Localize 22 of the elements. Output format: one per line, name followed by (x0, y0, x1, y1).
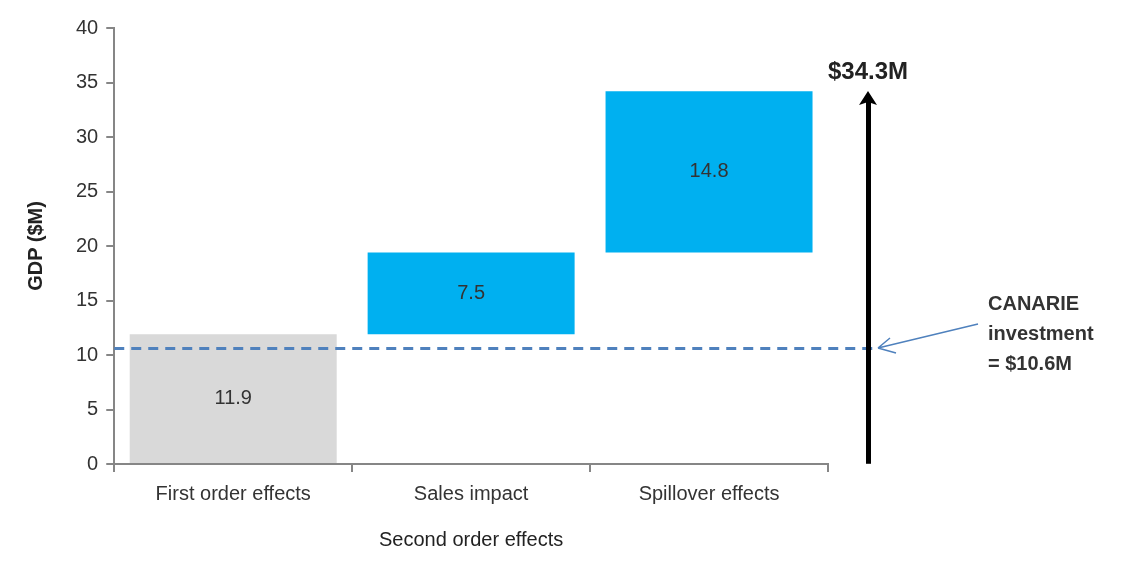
bar (129, 334, 337, 463)
y-tick-label: 25 (76, 179, 99, 202)
data-label: 14.8 (689, 159, 729, 182)
y-tick-label: 20 (76, 233, 99, 256)
y-tick-label: 15 (76, 288, 99, 311)
y-tick-label: 5 (87, 397, 99, 420)
y-tick-label: 10 (76, 342, 99, 365)
x-tick-label: Sales impact (413, 481, 529, 504)
bar (367, 252, 575, 335)
y-tick-label: 30 (76, 124, 99, 147)
y-tick-label: 0 (87, 451, 99, 474)
data-label: 11.9 (214, 386, 252, 409)
y-axis-title: GDP ($M) (23, 201, 46, 291)
data-label: 7.5 (457, 280, 486, 303)
ref-line-label: CANARIE investment = $10.6M (988, 291, 1095, 377)
x-tick-label: Spillover effects (638, 481, 780, 504)
x-axis-title: Second order effects (379, 527, 564, 550)
annotation: $34.3M (827, 57, 909, 86)
x-tick-label: First order effects (155, 481, 311, 504)
y-tick-label: 40 (76, 15, 99, 38)
bar (605, 91, 813, 253)
y-tick-label: 35 (76, 70, 99, 93)
